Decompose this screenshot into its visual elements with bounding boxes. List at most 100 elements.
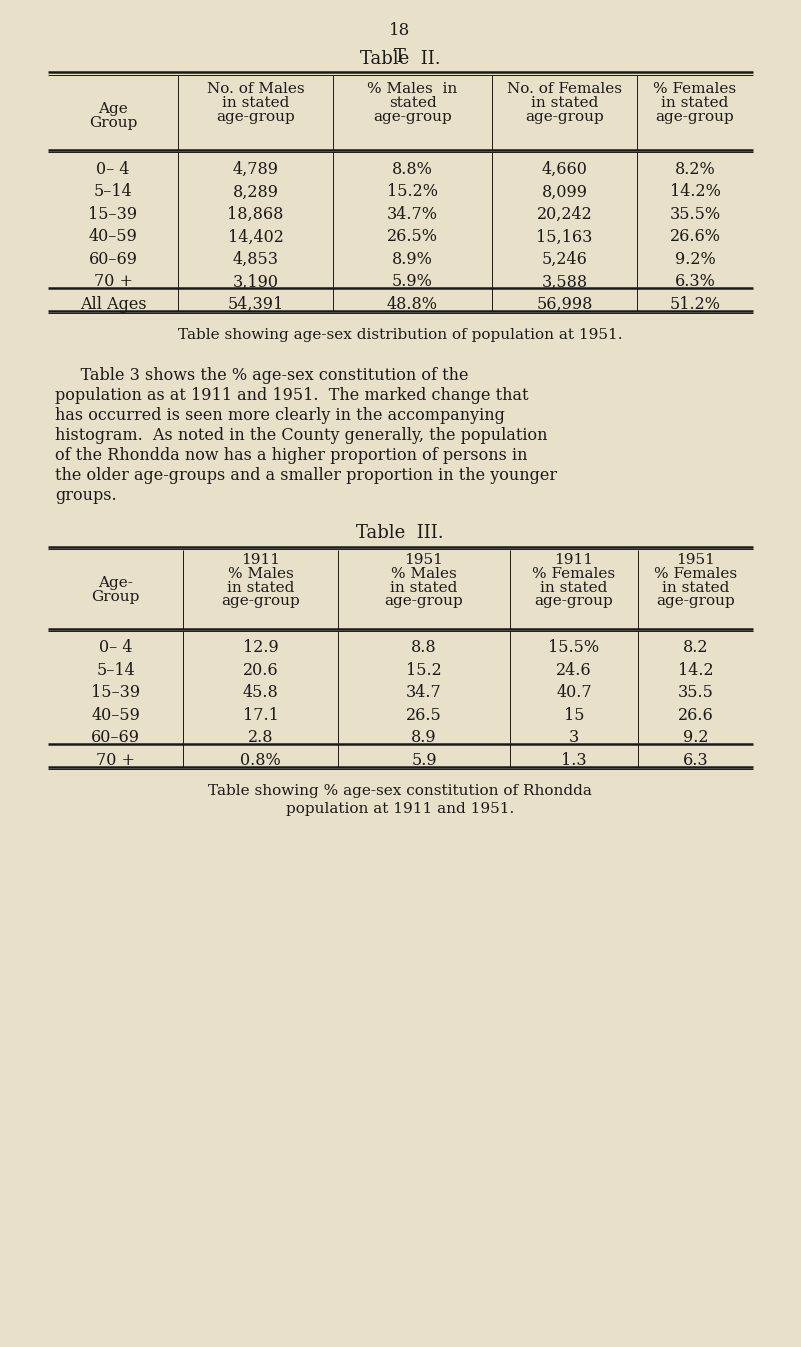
Text: population at 1911 and 1951.: population at 1911 and 1951.: [286, 803, 514, 816]
Text: 0– 4: 0– 4: [96, 160, 130, 178]
Text: 1911: 1911: [554, 552, 594, 567]
Text: in stated: in stated: [531, 96, 598, 110]
Text: age-group: age-group: [221, 594, 300, 609]
Text: 6.3: 6.3: [682, 752, 708, 769]
Text: age-group: age-group: [534, 594, 614, 609]
Text: 20.6: 20.6: [243, 661, 278, 679]
Text: the older age-groups and a smaller proportion in the younger: the older age-groups and a smaller propo…: [55, 466, 557, 484]
Text: 9.2: 9.2: [682, 729, 708, 746]
Text: 15–39: 15–39: [88, 206, 138, 222]
Text: 3: 3: [569, 729, 579, 746]
Text: 0– 4: 0– 4: [99, 640, 132, 656]
Text: 8.8: 8.8: [411, 640, 437, 656]
Text: 35.5%: 35.5%: [670, 206, 721, 222]
Text: 1.3: 1.3: [562, 752, 587, 769]
Text: age-group: age-group: [656, 110, 735, 124]
Text: Table  II.: Table II.: [360, 50, 441, 67]
Text: Table showing % age-sex constitution of Rhondda: Table showing % age-sex constitution of …: [208, 784, 592, 799]
Text: 1951: 1951: [676, 552, 715, 567]
Text: in stated: in stated: [227, 581, 294, 594]
Text: 8.2%: 8.2%: [674, 160, 715, 178]
Text: 26.6%: 26.6%: [670, 229, 721, 245]
Text: 45.8: 45.8: [243, 684, 279, 702]
Text: 17.1: 17.1: [243, 707, 279, 723]
Text: 4,660: 4,660: [541, 160, 587, 178]
Text: 56,998: 56,998: [537, 296, 593, 313]
Text: 70 +: 70 +: [96, 752, 135, 769]
Text: 9.2%: 9.2%: [674, 251, 715, 268]
Text: % Males: % Males: [227, 567, 293, 581]
Text: 5–14: 5–14: [94, 183, 132, 201]
Text: 18,868: 18,868: [227, 206, 284, 222]
Text: stated: stated: [388, 96, 437, 110]
Text: age-group: age-group: [373, 110, 452, 124]
Text: 40–59: 40–59: [91, 707, 140, 723]
Text: 34.7%: 34.7%: [387, 206, 438, 222]
Text: Group: Group: [91, 590, 139, 605]
Text: All Ages: All Ages: [79, 296, 147, 313]
Text: 15.2: 15.2: [406, 661, 442, 679]
Text: 40–59: 40–59: [89, 229, 138, 245]
Text: 1911: 1911: [241, 552, 280, 567]
Text: % Males: % Males: [391, 567, 457, 581]
Text: 4,853: 4,853: [232, 251, 279, 268]
Text: 5.9: 5.9: [411, 752, 437, 769]
Text: 40.7: 40.7: [556, 684, 592, 702]
Text: No. of Males: No. of Males: [207, 82, 304, 96]
Text: 15,163: 15,163: [537, 229, 593, 245]
Text: 14.2%: 14.2%: [670, 183, 720, 201]
Text: T: T: [394, 48, 406, 66]
Text: 60–69: 60–69: [91, 729, 140, 746]
Text: 4,789: 4,789: [232, 160, 279, 178]
Text: 8,099: 8,099: [541, 183, 587, 201]
Text: 8.2: 8.2: [682, 640, 708, 656]
Text: 14.2: 14.2: [678, 661, 714, 679]
Text: has occurred is seen more clearly in the accompanying: has occurred is seen more clearly in the…: [55, 407, 505, 423]
Text: 8.8%: 8.8%: [392, 160, 433, 178]
Text: 14,402: 14,402: [227, 229, 284, 245]
Text: population as at 1911 and 1951.  The marked change that: population as at 1911 and 1951. The mark…: [55, 387, 529, 404]
Text: of the Rhondda now has a higher proportion of persons in: of the Rhondda now has a higher proporti…: [55, 446, 528, 463]
Text: 26.5%: 26.5%: [387, 229, 438, 245]
Text: 24.6: 24.6: [556, 661, 592, 679]
Text: in stated: in stated: [390, 581, 457, 594]
Text: % Males  in: % Males in: [368, 82, 457, 96]
Text: Table  III.: Table III.: [356, 524, 444, 543]
Text: 15–39: 15–39: [91, 684, 140, 702]
Text: 15.5%: 15.5%: [549, 640, 600, 656]
Text: 35.5: 35.5: [678, 684, 714, 702]
Text: histogram.  As noted in the County generally, the population: histogram. As noted in the County genera…: [55, 427, 548, 443]
Text: Table showing age-sex distribution of population at 1951.: Table showing age-sex distribution of po…: [178, 329, 622, 342]
Text: 5–14: 5–14: [96, 661, 135, 679]
Text: 15.2%: 15.2%: [387, 183, 438, 201]
Text: age-group: age-group: [656, 594, 735, 609]
Text: 1951: 1951: [405, 552, 444, 567]
Text: 26.5: 26.5: [406, 707, 442, 723]
Text: age-group: age-group: [525, 110, 604, 124]
Text: 70 +: 70 +: [94, 273, 132, 291]
Text: 48.8%: 48.8%: [387, 296, 438, 313]
Text: in stated: in stated: [222, 96, 289, 110]
Text: 3,588: 3,588: [541, 273, 588, 291]
Text: 5.9%: 5.9%: [392, 273, 433, 291]
Text: 0.8%: 0.8%: [240, 752, 281, 769]
Text: 8,289: 8,289: [232, 183, 279, 201]
Text: 54,391: 54,391: [227, 296, 284, 313]
Text: in stated: in stated: [662, 96, 729, 110]
Text: 5,246: 5,246: [541, 251, 587, 268]
Text: % Females: % Females: [654, 82, 737, 96]
Text: age-group: age-group: [384, 594, 463, 609]
Text: 34.7: 34.7: [406, 684, 442, 702]
Text: 15: 15: [564, 707, 584, 723]
Text: % Females: % Females: [654, 567, 737, 581]
Text: in stated: in stated: [541, 581, 608, 594]
Text: 51.2%: 51.2%: [670, 296, 721, 313]
Text: No. of Females: No. of Females: [507, 82, 622, 96]
Text: age-group: age-group: [216, 110, 295, 124]
Text: 18: 18: [389, 22, 411, 39]
Text: Age-: Age-: [98, 577, 133, 590]
Text: 20,242: 20,242: [537, 206, 593, 222]
Text: 6.3%: 6.3%: [674, 273, 715, 291]
Text: 60–69: 60–69: [88, 251, 138, 268]
Text: Group: Group: [89, 116, 137, 131]
